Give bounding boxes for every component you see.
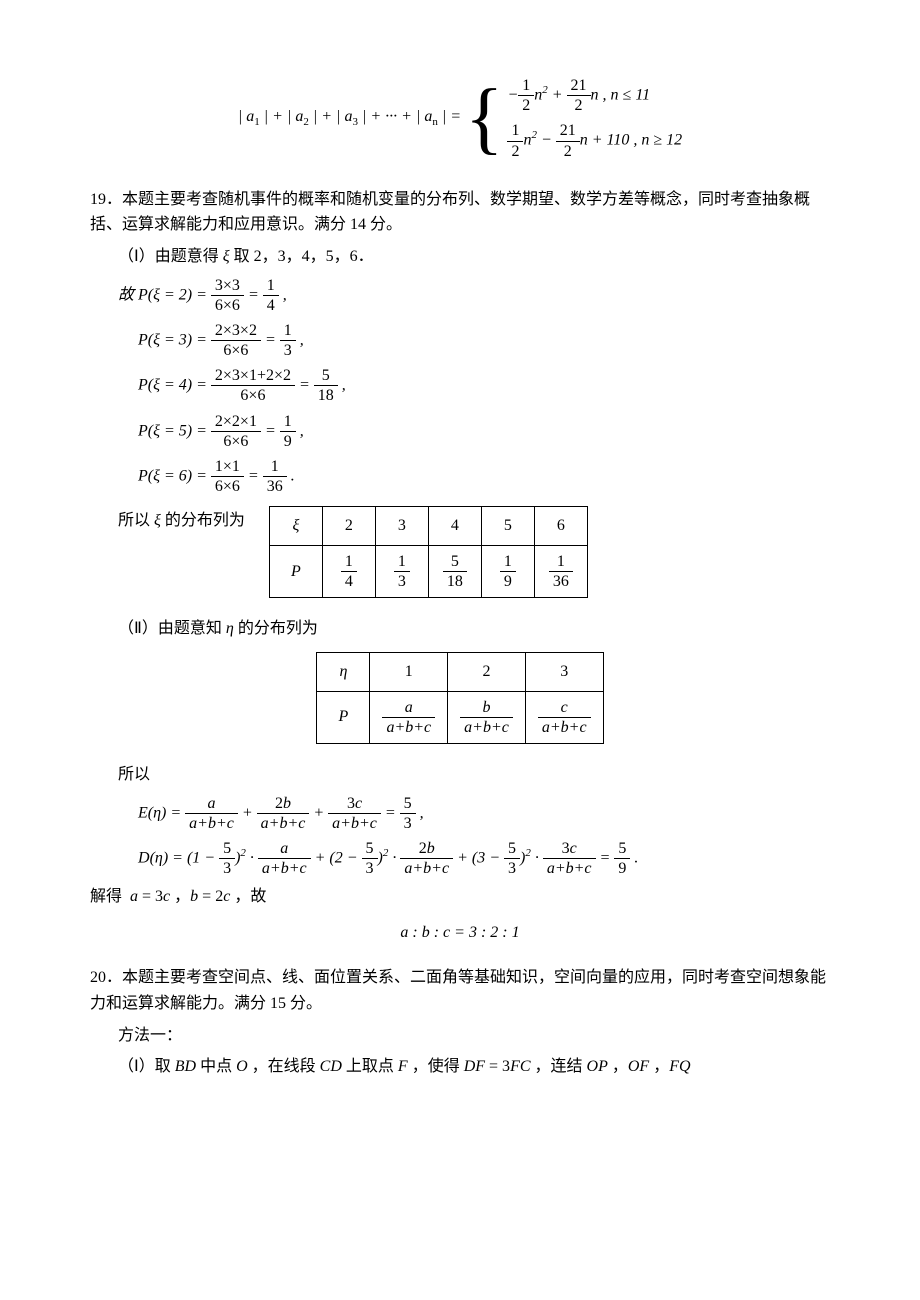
xi-prob-head: P: [269, 546, 322, 598]
left-brace-icon: {: [465, 78, 503, 158]
q19-eq-2: 故 P(ξ = 2) = 3×36×6 = 14 ,: [90, 276, 830, 315]
piecewise-case-1: −12n2 + 212n , n ≤ 11: [507, 76, 682, 115]
xi-dist-row: 所以 ξ 的分布列为 ξ 2 3 4 5 6 P 14 13 518 19 13…: [90, 502, 830, 610]
xi-prob-3: 19: [481, 546, 534, 598]
q20-part1: （Ⅰ）取 BD 中点 O ，在线段 CD 上取点 F ，使得 DF = 3FC …: [90, 1054, 830, 1080]
q19-solve: 解得 a = 3c ，b = 2c ，故: [90, 884, 830, 910]
q20-method: 方法一：: [90, 1023, 830, 1049]
xi-val-0: 2: [322, 507, 375, 546]
xi-val-2: 4: [428, 507, 481, 546]
eta-distribution-table: η 1 2 3 P aa+b+c ba+b+c ca+b+c: [316, 652, 603, 744]
piecewise-equation: | a1 | + | a2 | + | a3 | + ··· + | an | …: [90, 70, 830, 167]
eta-prob-1: ba+b+c: [448, 691, 526, 743]
xi-prob-1: 13: [375, 546, 428, 598]
q19-eq-5: P(ξ = 5) = 2×2×16×6 = 19 ,: [90, 412, 830, 451]
q19-eq-4: P(ξ = 4) = 2×3×1+2×26×6 = 518 ,: [90, 366, 830, 405]
q19-part2-text: （Ⅱ）由题意知 η 的分布列为: [90, 616, 830, 642]
xi-dist-label: 所以 ξ 的分布列为: [118, 508, 245, 534]
xi-val-4: 6: [534, 507, 587, 546]
xi-distribution-table: ξ 2 3 4 5 6 P 14 13 518 19 136: [269, 506, 588, 598]
q19-intro: 19．本题主要考查随机事件的概率和随机变量的分布列、数学期望、数学方差等概念，同…: [90, 187, 830, 238]
xi-prob-0: 14: [322, 546, 375, 598]
eta-val-0: 1: [370, 652, 448, 691]
q19-part1-text: （Ⅰ）由题意得 ξ 取 2，3，4，5，6．: [90, 244, 830, 270]
eta-prob-head: P: [317, 691, 370, 743]
eta-prob-2: ca+b+c: [525, 691, 603, 743]
xi-prob-2: 518: [428, 546, 481, 598]
xi-val-3: 5: [481, 507, 534, 546]
q19-eq-6: P(ξ = 6) = 1×16×6 = 136 .: [90, 457, 830, 496]
piecewise-case-2: 12n2 − 212n + 110 , n ≥ 12: [507, 121, 682, 160]
d-eta-eq: D(η) = (1 − 53)2 · aa+b+c + (2 − 53)2 · …: [90, 839, 830, 878]
xi-prob-4: 136: [534, 546, 587, 598]
piecewise-lhs: | a1 | + | a2 | + | a3 | + ··· + | an | …: [238, 104, 461, 132]
e-eta-eq: E(η) = aa+b+c + 2ba+b+c + 3ca+b+c = 53 ,: [90, 794, 830, 833]
q19-eq-3: P(ξ = 3) = 2×3×26×6 = 13 ,: [90, 321, 830, 360]
q19-so: 所以: [90, 762, 830, 788]
q20-intro: 20．本题主要考查空间点、线、面位置关系、二面角等基础知识，空间向量的应用，同时…: [90, 965, 830, 1016]
eta-head: η: [317, 652, 370, 691]
eta-prob-0: aa+b+c: [370, 691, 448, 743]
q19-ratio: a : b : c = 3 : 2 : 1: [90, 920, 830, 946]
xi-head: ξ: [269, 507, 322, 546]
eta-val-1: 2: [448, 652, 526, 691]
xi-val-1: 3: [375, 507, 428, 546]
eta-val-2: 3: [525, 652, 603, 691]
